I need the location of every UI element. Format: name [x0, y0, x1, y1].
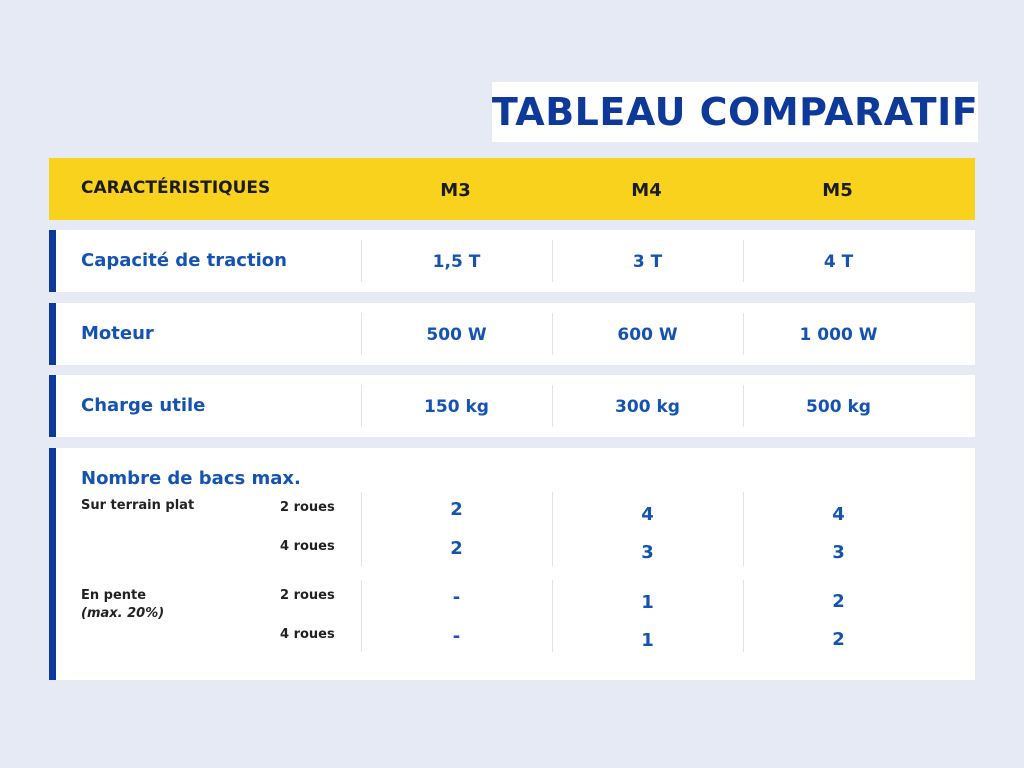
column-divider — [361, 313, 362, 355]
column-divider — [743, 385, 744, 427]
column-divider — [743, 492, 744, 566]
row-label: Nombre de bacs max. — [81, 468, 301, 489]
cell-m4: 300 kg — [615, 397, 680, 417]
header-model-m4: M4 — [631, 180, 662, 201]
column-divider — [361, 492, 362, 566]
column-divider — [743, 580, 744, 652]
row-label: Charge utile — [81, 395, 206, 416]
table-row-moteur: Moteur 500 W 600 W 1 000 W — [49, 303, 975, 365]
cell-m3: 500 W — [426, 325, 487, 345]
flat-two-wheels-label: 2 roues — [280, 500, 335, 515]
column-divider — [361, 240, 362, 282]
column-divider — [743, 240, 744, 282]
column-divider — [552, 580, 553, 652]
row-label: Capacité de traction — [81, 250, 287, 271]
title-box: TABLEAU COMPARATIF — [492, 82, 978, 142]
slope-note: (max. 20%) — [81, 606, 165, 621]
flat-4w-m3: 2 — [450, 538, 463, 559]
flat-terrain-label: Sur terrain plat — [81, 498, 195, 513]
slope-4w-m3: - — [452, 626, 461, 647]
cell-m5: 1 000 W — [799, 325, 878, 345]
flat-4w-m5: 3 — [832, 542, 845, 563]
header-label: CARACTÉRISTIQUES — [81, 178, 271, 198]
flat-4w-m4: 3 — [641, 542, 654, 563]
slope-4w-m5: 2 — [832, 629, 845, 650]
column-divider — [552, 385, 553, 427]
header-model-m3: M3 — [440, 180, 471, 201]
column-divider — [361, 385, 362, 427]
row-label: Moteur — [81, 323, 154, 344]
slope-four-wheels-label: 4 roues — [280, 627, 335, 642]
column-divider — [743, 313, 744, 355]
slope-2w-m5: 2 — [832, 591, 845, 612]
slope-two-wheels-label: 2 roues — [280, 588, 335, 603]
slope-4w-m4: 1 — [641, 630, 654, 651]
flat-four-wheels-label: 4 roues — [280, 539, 335, 554]
column-divider — [552, 492, 553, 566]
table-row-bacs: Nombre de bacs max. Sur terrain plat 2 r… — [49, 448, 975, 680]
flat-2w-m4: 4 — [641, 504, 654, 525]
flat-2w-m3: 2 — [450, 499, 463, 520]
slope-2w-m3: - — [452, 587, 461, 608]
cell-m3: 1,5 T — [432, 252, 481, 272]
header-model-m5: M5 — [822, 180, 853, 201]
cell-m5: 500 kg — [806, 397, 871, 417]
slope-2w-m4: 1 — [641, 592, 654, 613]
column-divider — [552, 240, 553, 282]
cell-m3: 150 kg — [424, 397, 489, 417]
cell-m4: 3 T — [632, 252, 663, 272]
column-divider — [552, 313, 553, 355]
column-divider — [361, 580, 362, 652]
table-header: CARACTÉRISTIQUES M3 M4 M5 — [49, 158, 975, 220]
slope-label: En pente — [81, 588, 147, 603]
page-title: TABLEAU COMPARATIF — [491, 90, 979, 134]
cell-m4: 600 W — [617, 325, 678, 345]
table-row-charge: Charge utile 150 kg 300 kg 500 kg — [49, 375, 975, 437]
table-row-traction: Capacité de traction 1,5 T 3 T 4 T — [49, 230, 975, 292]
cell-m5: 4 T — [823, 252, 854, 272]
flat-2w-m5: 4 — [832, 504, 845, 525]
